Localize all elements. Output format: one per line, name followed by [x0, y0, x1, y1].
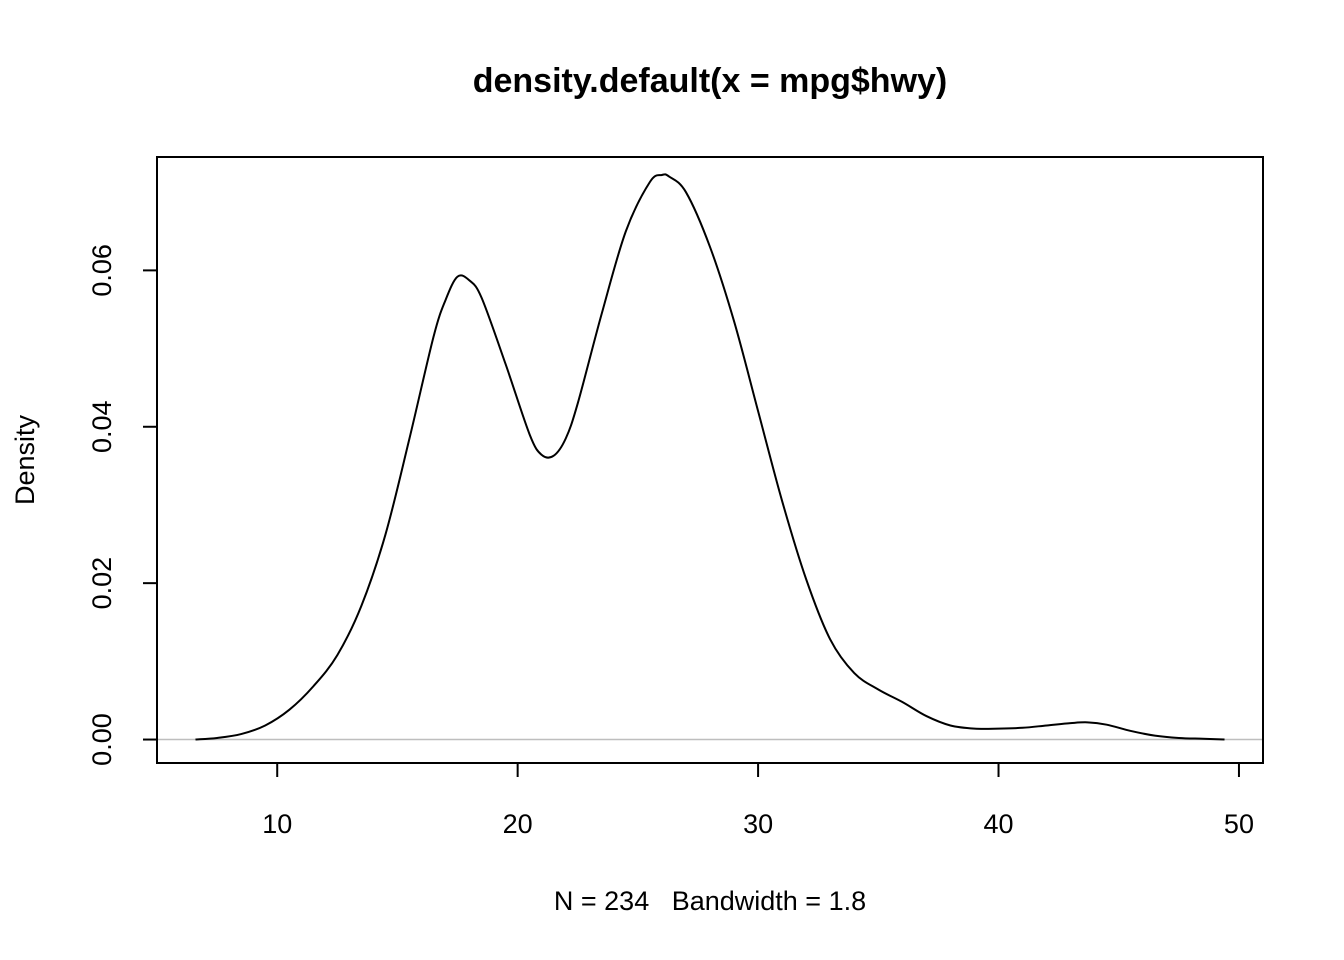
- y-tick-label: 0.02: [87, 557, 117, 610]
- x-tick-label: 10: [262, 809, 292, 839]
- y-axis: 0.00 0.02 0.04 0.06: [87, 244, 158, 766]
- y-axis-label: Density: [10, 414, 40, 505]
- density-curve: [195, 173, 1225, 741]
- x-tick-label: 20: [503, 809, 533, 839]
- x-axis-label: N = 234 Bandwidth = 1.8: [554, 886, 866, 916]
- y-tick-label: 0.00: [87, 713, 117, 766]
- x-tick-label: 50: [1224, 809, 1254, 839]
- y-tick-label: 0.04: [87, 400, 117, 453]
- x-tick-label: 40: [983, 809, 1013, 839]
- x-tick-label: 30: [743, 809, 773, 839]
- chart-title: density.default(x = mpg$hwy): [473, 62, 948, 100]
- x-axis: 10 20 30 40 50: [262, 762, 1254, 839]
- y-tick-label: 0.06: [87, 244, 117, 297]
